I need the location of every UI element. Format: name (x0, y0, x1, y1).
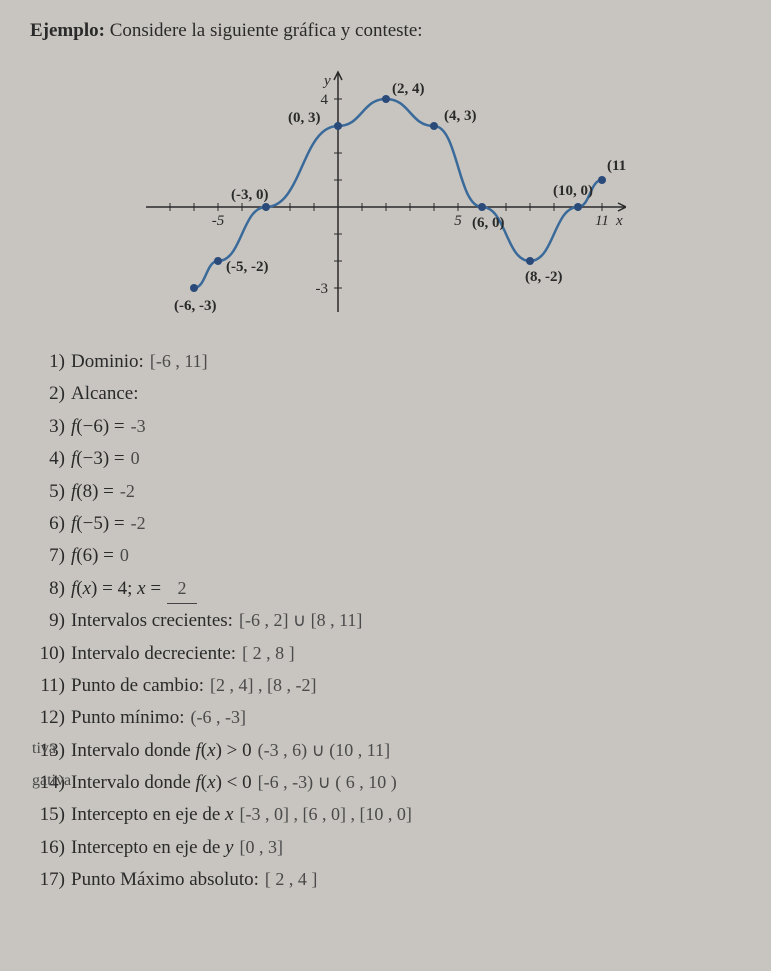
margin-note: gativa (32, 768, 71, 794)
question-row: 11)Punto de cambio:[2 , 4] , [8 , -2] (30, 671, 741, 701)
question-number: 8) (30, 574, 65, 604)
svg-text:(6, 0): (6, 0) (472, 215, 505, 231)
question-row: 12)Punto mínimo:(-6 , -3] (30, 703, 741, 733)
svg-text:(8, -2): (8, -2) (525, 269, 563, 285)
question-printed: f(−6) = (71, 412, 125, 442)
question-row: 9)Intervalos crecientes:[-6 , 2] ∪ [8 , … (30, 606, 741, 636)
question-handwritten: -2 (131, 509, 146, 538)
question-row: 1)Dominio:[-6 , 11] (30, 347, 741, 377)
question-handwritten: 0 (120, 541, 129, 570)
question-printed: Alcance: (71, 379, 139, 409)
svg-text:11: 11 (595, 213, 609, 229)
question-printed: f(−5) = (71, 509, 125, 539)
question-number: 9) (30, 606, 65, 636)
question-printed: Punto de cambio: (71, 671, 204, 701)
question-row: 15)Intercepto en eje de x[-3 , 0] , [6 ,… (30, 800, 741, 830)
svg-text:(-5, -2): (-5, -2) (226, 259, 268, 275)
question-printed: Intervalo donde f(x) < 0 (71, 768, 252, 798)
question-printed: Intervalo donde f(x) > 0 (71, 736, 252, 766)
svg-text:(11, 1): (11, 1) (607, 158, 626, 174)
svg-text:(4, 3): (4, 3) (444, 108, 477, 124)
question-number: 7) (30, 541, 65, 571)
question-printed: Intercepto en eje de x (71, 800, 233, 830)
question-handwritten: [2 , 4] , [8 , -2] (210, 671, 316, 700)
question-number: 15) (30, 800, 65, 830)
question-printed: Punto Máximo absoluto: (71, 865, 259, 895)
svg-text:-5: -5 (211, 213, 224, 229)
svg-text:y: y (322, 73, 331, 89)
question-printed: f(x) = 4; x = (71, 574, 161, 604)
question-printed: f(−3) = (71, 444, 125, 474)
svg-text:4: 4 (320, 92, 328, 108)
question-row: 10)Intervalo decreciente:[ 2 , 8 ] (30, 639, 741, 669)
question-number: 11) (30, 671, 65, 701)
question-number: 12) (30, 703, 65, 733)
question-printed: Intercepto en eje de y (71, 833, 233, 863)
question-number: 6) (30, 509, 65, 539)
chart-container: -5 5 11 4 -3 x y (-6, -3) (-5, -2) (-3, 0) (0, 3) (… (30, 67, 741, 317)
question-row: 16)Intercepto en eje de y[0 , 3] (30, 833, 741, 863)
svg-text:5: 5 (454, 213, 462, 229)
question-row: 8)f(x) = 4; x =2 (30, 574, 741, 604)
svg-text:(10, 0): (10, 0) (553, 183, 593, 199)
question-row: 3)f(−6) =-3 (30, 412, 741, 442)
question-row: tiva13)Intervalo donde f(x) > 0(-3 , 6) … (30, 736, 741, 766)
question-number: 1) (30, 347, 65, 377)
svg-text:(2, 4): (2, 4) (392, 81, 425, 97)
question-printed: f(6) = (71, 541, 114, 571)
question-handwritten: [-6 , 11] (150, 347, 208, 376)
svg-text:(-3, 0): (-3, 0) (231, 187, 269, 203)
question-printed: Intervalos crecientes: (71, 606, 233, 636)
question-printed: Intervalo decreciente: (71, 639, 236, 669)
question-handwritten: 2 (167, 574, 197, 604)
question-row: 6)f(−5) =-2 (30, 509, 741, 539)
question-row: 17)Punto Máximo absoluto:[ 2 , 4 ] (30, 865, 741, 895)
question-number: 4) (30, 444, 65, 474)
question-row: 5)f(8) =-2 (30, 477, 741, 507)
svg-text:x: x (615, 213, 623, 229)
svg-text:-3: -3 (315, 281, 328, 297)
question-row: 7)f(6) =0 (30, 541, 741, 571)
question-row: 2)Alcance: (30, 379, 741, 409)
header: Ejemplo: Considere la siguiente gráfica … (30, 20, 741, 42)
question-printed: Punto mínimo: (71, 703, 185, 733)
question-printed: f(8) = (71, 477, 114, 507)
question-number: 10) (30, 639, 65, 669)
svg-text:(-6, -3): (-6, -3) (174, 298, 216, 314)
question-number: 5) (30, 477, 65, 507)
question-number: 17) (30, 865, 65, 895)
question-handwritten: (-6 , -3] (191, 703, 246, 732)
question-handwritten: [-6 , 2] ∪ [8 , 11] (239, 606, 362, 635)
question-handwritten: (-3 , 6) ∪ (10 , 11] (258, 736, 390, 765)
question-row: 4)f(−3) =0 (30, 444, 741, 474)
question-handwritten: -2 (120, 477, 135, 506)
question-handwritten: -3 (131, 412, 146, 441)
header-bold: Ejemplo: (30, 20, 105, 41)
header-rest: Considere la siguiente gráfica y contest… (105, 20, 423, 41)
question-handwritten: [ 2 , 4 ] (265, 865, 318, 894)
question-handwritten: [-3 , 0] , [6 , 0] , [10 , 0] (239, 800, 411, 829)
question-number: 16) (30, 833, 65, 863)
margin-note: tiva (32, 736, 56, 762)
question-list: 1)Dominio:[-6 , 11]2)Alcance:3)f(−6) =-3… (30, 347, 741, 896)
function-chart: -5 5 11 4 -3 x y (-6, -3) (-5, -2) (-3, 0) (0, 3) (… (146, 67, 626, 317)
question-row: gativa14)Intervalo donde f(x) < 0[-6 , -… (30, 768, 741, 798)
question-printed: Dominio: (71, 347, 144, 377)
question-handwritten: [ 2 , 8 ] (242, 639, 295, 668)
question-handwritten: [-6 , -3) ∪ ( 6 , 10 ) (258, 768, 397, 797)
question-number: 2) (30, 379, 65, 409)
question-number: 3) (30, 412, 65, 442)
question-handwritten: 0 (131, 444, 140, 473)
question-handwritten: [0 , 3] (239, 833, 283, 862)
svg-text:(0, 3): (0, 3) (288, 110, 321, 126)
